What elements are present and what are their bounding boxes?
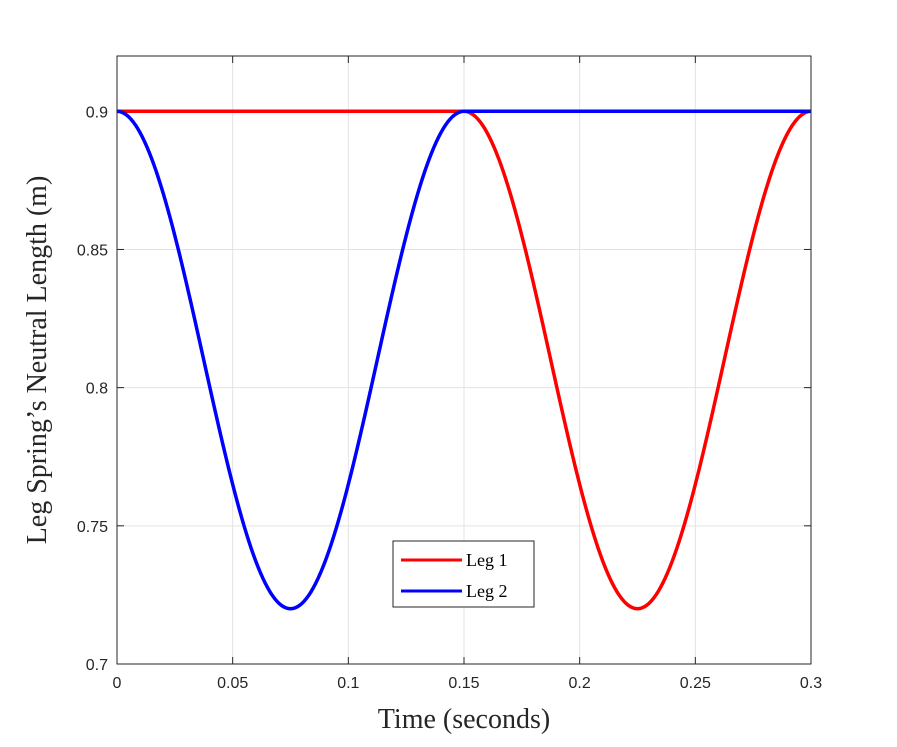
y-tick-label: 0.7 bbox=[86, 657, 108, 674]
x-tick-label: 0.2 bbox=[569, 675, 591, 692]
y-tick-label: 0.85 bbox=[77, 242, 108, 259]
x-tick-label: 0.1 bbox=[337, 675, 359, 692]
y-tick-label: 0.8 bbox=[86, 381, 108, 398]
x-tick-label: 0.15 bbox=[448, 675, 479, 692]
series-lines bbox=[116, 109, 812, 611]
y-axis-label: Leg Spring’s Neutral Length (m) bbox=[22, 176, 53, 545]
y-tick-label: 0.75 bbox=[77, 519, 108, 536]
x-tick-label: 0.25 bbox=[680, 675, 711, 692]
legend-label-leg-1: Leg 1 bbox=[466, 550, 507, 570]
legend-label-leg-2: Leg 2 bbox=[466, 581, 507, 601]
x-tick-label: 0 bbox=[113, 675, 122, 692]
y-tick-label: 0.9 bbox=[86, 104, 108, 121]
series-line-2 bbox=[116, 109, 811, 611]
x-tick-label: 0.05 bbox=[217, 675, 248, 692]
x-tick-label: 0.3 bbox=[800, 675, 822, 692]
legend-box bbox=[392, 540, 535, 608]
legend: Leg 1 Leg 2 bbox=[392, 540, 535, 608]
x-axis-label: Time (seconds) bbox=[378, 704, 550, 735]
ticks: 0 0.05 0.1 0.15 0.2 0.25 0.3 0.7 0.75 0.8 0.85 0.9 bbox=[77, 56, 822, 692]
